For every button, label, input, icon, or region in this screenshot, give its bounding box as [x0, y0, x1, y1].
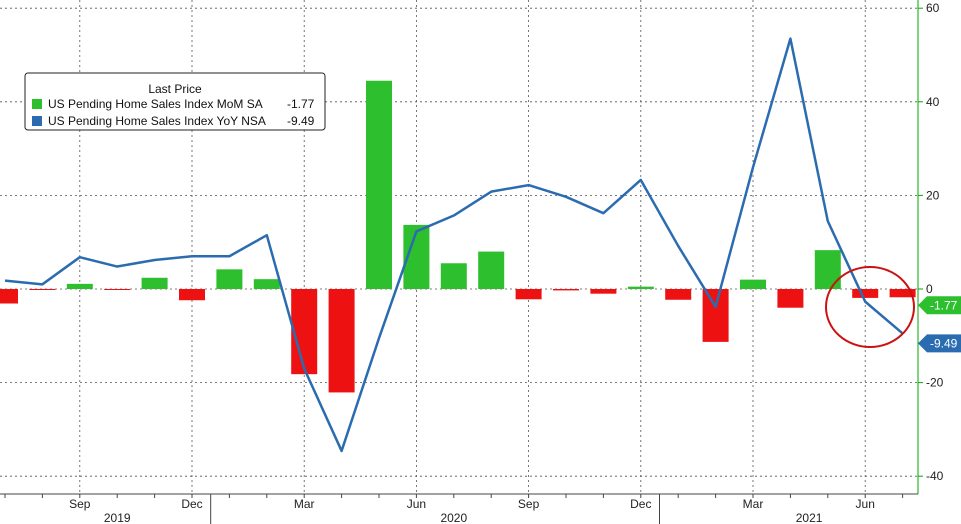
last-value-tag: -1.77	[918, 296, 961, 315]
x-tick-label: Jun	[856, 497, 875, 511]
x-tick-label: Dec	[630, 497, 651, 511]
bar	[291, 289, 318, 375]
bar	[553, 289, 579, 291]
y-tick-label: 40	[926, 95, 940, 109]
year-label: 2021	[796, 511, 823, 524]
bar	[104, 289, 131, 290]
bar	[889, 289, 916, 298]
year-label: 2019	[104, 511, 131, 524]
bar	[253, 279, 280, 289]
legend-label-mom: US Pending Home Sales Index MoM SA	[48, 97, 263, 111]
bar	[515, 289, 542, 300]
y-tick-label: 0	[926, 282, 933, 296]
last-value-tags: -1.77 -9.49	[918, 296, 961, 353]
bar	[702, 289, 729, 342]
bar	[179, 289, 205, 301]
x-tick-label: Jun	[407, 497, 426, 511]
last-value-tag-bg	[918, 334, 961, 353]
bar	[141, 277, 168, 289]
bar-series-mom	[0, 80, 916, 393]
bar	[478, 251, 505, 289]
bar	[216, 269, 243, 289]
last-value-tag-text: -1.77	[930, 298, 958, 312]
highlight-circle	[825, 266, 915, 348]
bar	[777, 289, 804, 308]
legend-box	[24, 72, 326, 131]
y-tick-label: 60	[926, 1, 940, 15]
bar	[852, 289, 879, 298]
bar	[627, 286, 654, 289]
last-value-tag-bg	[918, 296, 961, 315]
bar	[66, 283, 93, 289]
last-value-tag-text: -9.49	[930, 336, 958, 350]
bar	[0, 289, 18, 304]
bar	[590, 289, 617, 294]
legend-swatch-mom	[32, 99, 42, 109]
x-tick-label: Dec	[181, 497, 202, 511]
bar	[29, 289, 56, 290]
x-tick-label: Sep	[69, 497, 91, 511]
legend-value-mom: -1.77	[287, 97, 315, 111]
bar	[665, 289, 692, 300]
bar	[814, 250, 841, 289]
bar	[366, 80, 392, 290]
x-tick-label: Sep	[518, 497, 540, 511]
legend: Last Price US Pending Home Sales Index M…	[24, 72, 326, 131]
bar	[440, 263, 467, 289]
year-label: 2020	[440, 511, 467, 524]
legend-label-yoy: US Pending Home Sales Index YoY NSA	[48, 114, 266, 128]
x-tick-label: Mar	[294, 497, 315, 511]
x-tick-label: Mar	[743, 497, 764, 511]
legend-value-yoy: -9.49	[287, 114, 315, 128]
y-tick-label: -40	[926, 469, 944, 483]
y-tick-label: 20	[926, 188, 940, 202]
bar	[328, 289, 355, 393]
last-value-tag: -9.49	[918, 334, 961, 353]
legend-swatch-yoy	[32, 116, 42, 126]
bar	[740, 279, 766, 289]
legend-title: Last Price	[148, 82, 202, 96]
y-tick-label: -20	[926, 376, 944, 390]
